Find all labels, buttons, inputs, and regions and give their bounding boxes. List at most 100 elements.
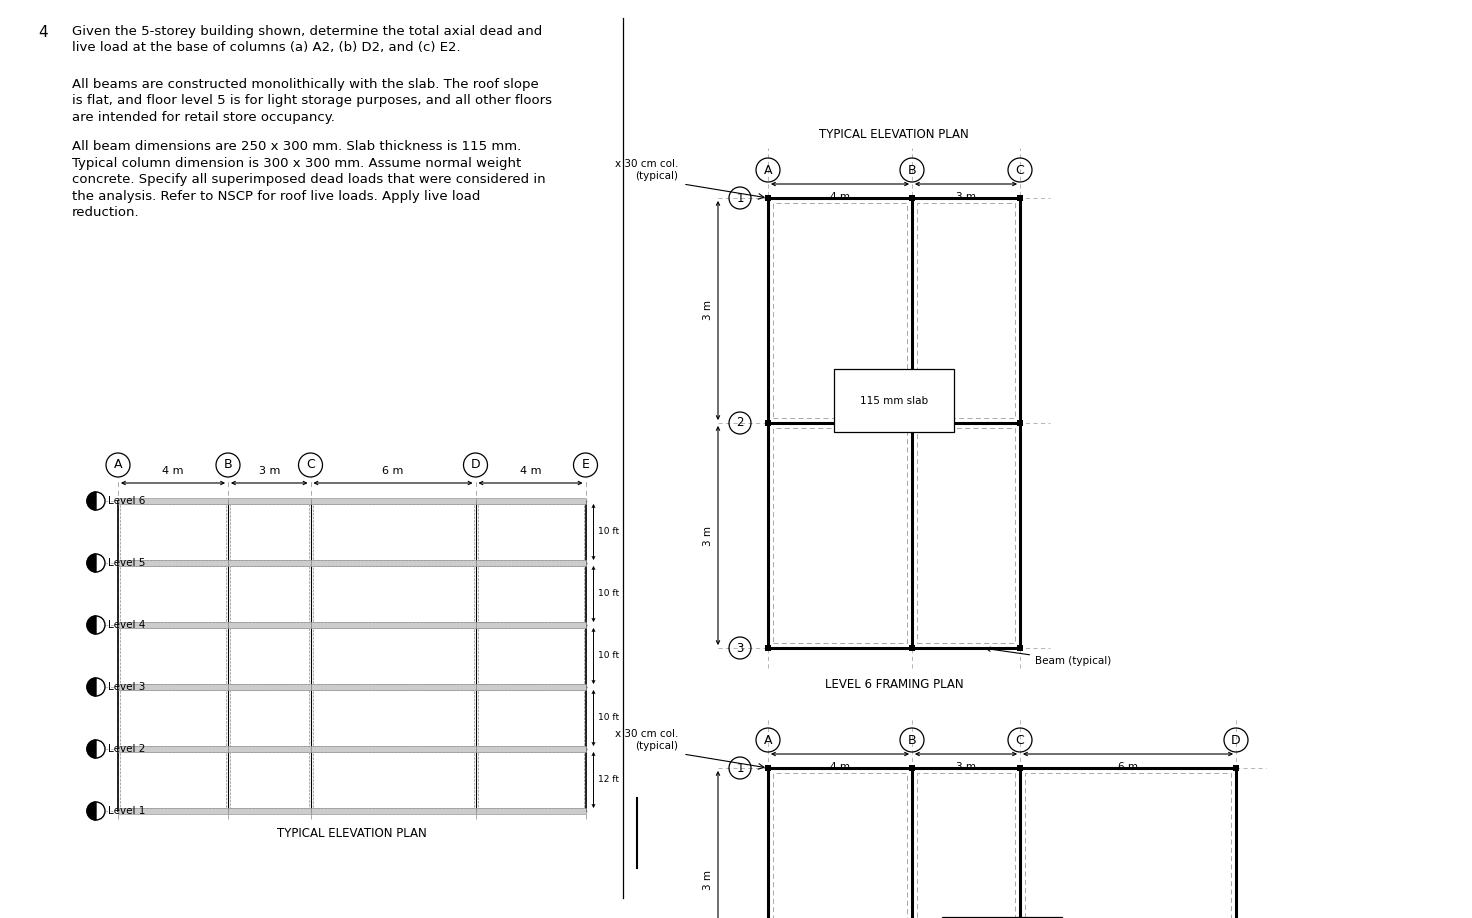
Text: 10 ft: 10 ft xyxy=(598,528,618,536)
Text: C: C xyxy=(306,458,315,472)
Text: is flat, and floor level 5 is for light storage purposes, and all other floors: is flat, and floor level 5 is for light … xyxy=(72,95,552,107)
Bar xyxy=(475,684,586,690)
Bar xyxy=(228,498,311,504)
Bar xyxy=(477,628,583,684)
Bar xyxy=(118,498,228,504)
Bar xyxy=(121,752,227,808)
Text: C: C xyxy=(1016,163,1025,176)
Bar xyxy=(917,773,1016,918)
Text: TYPICAL ELEVATION PLAN: TYPICAL ELEVATION PLAN xyxy=(277,827,427,840)
Text: Level 5: Level 5 xyxy=(107,558,146,568)
Polygon shape xyxy=(87,492,96,510)
Text: 10 ft: 10 ft xyxy=(598,652,618,660)
Text: 6 m: 6 m xyxy=(383,466,403,476)
Bar xyxy=(312,504,474,560)
Bar xyxy=(477,690,583,746)
Text: 3 m: 3 m xyxy=(259,466,280,476)
Text: 115 mm slab: 115 mm slab xyxy=(860,396,927,406)
Bar xyxy=(910,195,916,201)
Bar xyxy=(765,195,771,201)
Bar xyxy=(228,560,311,566)
Bar xyxy=(765,420,771,426)
Bar xyxy=(917,428,1016,643)
Bar xyxy=(228,746,311,752)
Bar xyxy=(1017,420,1023,426)
Text: Level 2: Level 2 xyxy=(107,744,146,754)
Bar xyxy=(475,498,586,504)
Bar xyxy=(230,628,309,684)
Bar xyxy=(118,684,228,690)
Text: are intended for retail store occupancy.: are intended for retail store occupancy. xyxy=(72,111,334,124)
Polygon shape xyxy=(87,740,96,758)
Bar xyxy=(118,560,228,566)
Text: B: B xyxy=(908,733,916,746)
Text: 3 m: 3 m xyxy=(704,525,712,545)
Text: C: C xyxy=(1016,733,1025,746)
Text: 4 m: 4 m xyxy=(162,466,184,476)
Bar xyxy=(475,622,586,628)
Text: 12 ft: 12 ft xyxy=(598,776,618,785)
Text: Level 6: Level 6 xyxy=(107,496,146,506)
Bar xyxy=(910,645,916,651)
Bar xyxy=(765,765,771,771)
Bar xyxy=(765,645,771,651)
Text: All beams are constructed monolithically with the slab. The roof slope: All beams are constructed monolithically… xyxy=(72,78,539,91)
Text: live load at the base of columns (a) A2, (b) D2, and (c) E2.: live load at the base of columns (a) A2,… xyxy=(72,41,461,54)
Bar xyxy=(477,504,583,560)
Polygon shape xyxy=(87,616,96,634)
Text: 4 m: 4 m xyxy=(520,466,542,476)
Text: TYPICAL ELEVATION PLAN: TYPICAL ELEVATION PLAN xyxy=(818,128,969,141)
Bar xyxy=(121,566,227,622)
Bar xyxy=(1017,765,1023,771)
Bar xyxy=(1234,765,1239,771)
Text: reduction.: reduction. xyxy=(72,207,140,219)
Bar xyxy=(475,808,586,814)
Bar xyxy=(311,684,475,690)
Bar xyxy=(312,628,474,684)
Bar xyxy=(312,566,474,622)
Text: the analysis. Refer to NSCP for roof live loads. Apply live load: the analysis. Refer to NSCP for roof liv… xyxy=(72,190,480,203)
Bar xyxy=(773,428,907,643)
Bar xyxy=(311,746,475,752)
Bar xyxy=(121,690,227,746)
Bar xyxy=(917,203,1016,418)
Text: x 30 cm col.
(typical): x 30 cm col. (typical) xyxy=(615,729,679,751)
Bar xyxy=(1017,645,1023,651)
Text: concrete. Specify all superimposed dead loads that were considered in: concrete. Specify all superimposed dead … xyxy=(72,174,546,186)
Bar xyxy=(475,746,586,752)
Bar xyxy=(477,752,583,808)
Bar xyxy=(228,622,311,628)
Text: 2: 2 xyxy=(736,417,743,430)
Text: Beam (typical): Beam (typical) xyxy=(986,647,1111,666)
Bar xyxy=(118,746,228,752)
Bar xyxy=(311,560,475,566)
Bar xyxy=(1025,773,1231,918)
Text: D: D xyxy=(1231,733,1241,746)
Bar xyxy=(121,504,227,560)
Bar xyxy=(311,622,475,628)
Text: 4 m: 4 m xyxy=(830,762,849,772)
Bar xyxy=(311,498,475,504)
Text: 3 m: 3 m xyxy=(704,300,712,320)
Polygon shape xyxy=(87,802,96,820)
Bar xyxy=(118,808,228,814)
Text: B: B xyxy=(224,458,233,472)
Text: Level 1: Level 1 xyxy=(107,806,146,816)
Text: LEVEL 6 FRAMING PLAN: LEVEL 6 FRAMING PLAN xyxy=(824,678,963,691)
Text: 3: 3 xyxy=(736,642,743,655)
Text: 4 m: 4 m xyxy=(830,192,849,202)
Bar xyxy=(228,808,311,814)
Text: 10 ft: 10 ft xyxy=(598,713,618,722)
Text: 1: 1 xyxy=(736,762,743,775)
Text: D: D xyxy=(471,458,480,472)
Text: A: A xyxy=(113,458,122,472)
Bar xyxy=(773,773,907,918)
Text: 3 m: 3 m xyxy=(955,192,976,202)
Text: Given the 5-storey building shown, determine the total axial dead and: Given the 5-storey building shown, deter… xyxy=(72,25,542,38)
Text: E: E xyxy=(581,458,589,472)
Text: x 30 cm col.
(typical): x 30 cm col. (typical) xyxy=(615,159,679,181)
Bar xyxy=(773,203,907,418)
Polygon shape xyxy=(87,554,96,572)
Text: Level 4: Level 4 xyxy=(107,620,146,630)
Text: 3 m: 3 m xyxy=(955,762,976,772)
